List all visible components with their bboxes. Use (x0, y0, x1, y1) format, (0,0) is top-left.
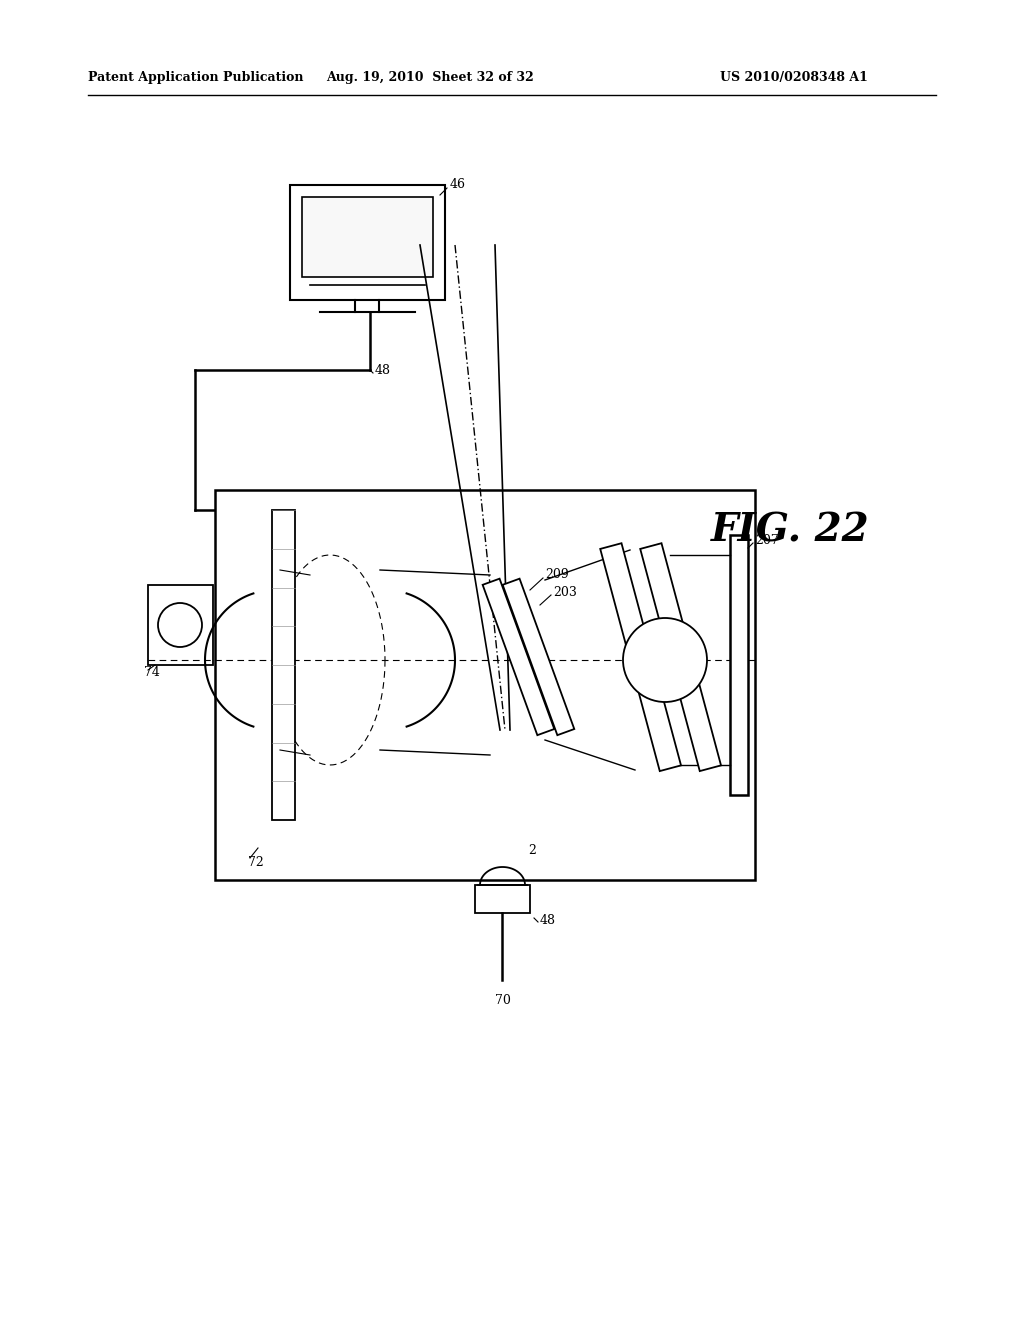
Text: FIG. 22: FIG. 22 (711, 511, 869, 549)
Bar (302, 197, 433, 277)
Text: 48: 48 (540, 913, 556, 927)
Bar (475, 884, 530, 913)
Text: US 2010/0208348 A1: US 2010/0208348 A1 (720, 71, 868, 84)
Polygon shape (640, 544, 721, 771)
Bar (730, 535, 748, 795)
Polygon shape (600, 544, 681, 771)
Polygon shape (272, 510, 295, 820)
Text: 70: 70 (495, 994, 511, 1006)
Text: 2: 2 (528, 843, 536, 857)
Text: 74: 74 (144, 665, 160, 678)
Text: 209: 209 (545, 569, 568, 582)
Polygon shape (503, 578, 574, 735)
Text: 46: 46 (450, 178, 466, 191)
Text: 48: 48 (375, 363, 391, 376)
Text: Patent Application Publication: Patent Application Publication (88, 71, 303, 84)
Text: 207: 207 (755, 533, 778, 546)
Bar (290, 185, 445, 300)
Polygon shape (482, 578, 554, 735)
Bar (215, 490, 755, 880)
Circle shape (623, 618, 707, 702)
Bar (148, 585, 213, 665)
Text: 72: 72 (248, 855, 264, 869)
Text: 203: 203 (553, 586, 577, 598)
Circle shape (158, 603, 202, 647)
Text: Aug. 19, 2010  Sheet 32 of 32: Aug. 19, 2010 Sheet 32 of 32 (326, 71, 534, 84)
